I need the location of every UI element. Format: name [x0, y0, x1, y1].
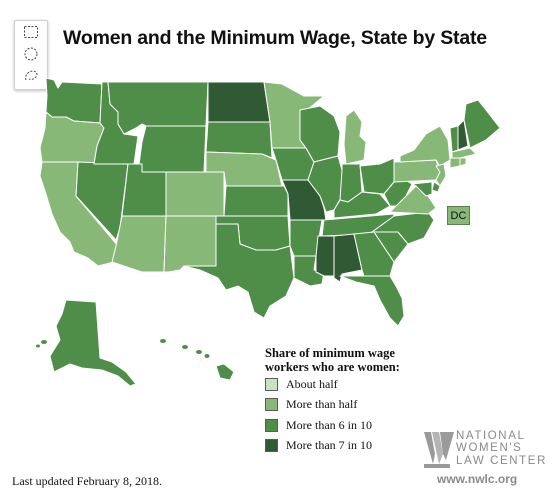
logo-line: WOMEN'S [456, 442, 523, 455]
state-VT[interactable] [449, 125, 459, 153]
state-NC[interactable] [371, 211, 435, 245]
map-legend: Share of minimum wage workers who are wo… [265, 346, 415, 456]
state-MA[interactable] [451, 147, 477, 159]
map-title: Women and the Minimum Wage, State by Sta… [63, 27, 487, 49]
nwlc-url[interactable]: www.nwlc.org [437, 472, 518, 486]
state-AZ[interactable] [111, 215, 167, 273]
logo-line: NATIONAL [456, 430, 526, 442]
hawaii-small-islands [160, 339, 210, 358]
legend-label: More than half [286, 397, 358, 412]
legend-item-about-half: About half [265, 374, 415, 395]
state-ND[interactable] [207, 81, 271, 123]
state-TX[interactable] [183, 223, 295, 319]
state-UT[interactable] [121, 163, 167, 217]
alaska-islands [36, 340, 47, 348]
state-MD[interactable] [411, 181, 433, 197]
state-AK[interactable] [49, 299, 137, 387]
legend-swatch [265, 439, 278, 453]
legend-swatch [265, 418, 278, 432]
legend-item-more-than-7-in-10: More than 7 in 10 [265, 436, 415, 457]
state-KY[interactable] [333, 191, 391, 219]
state-WA[interactable] [45, 77, 103, 124]
nwlc-logo-text: NATIONAL WOMEN'S LAW CENTER [456, 430, 547, 467]
state-CT[interactable] [449, 157, 461, 169]
state-CO[interactable] [165, 171, 225, 217]
state-NY[interactable] [399, 125, 451, 167]
state-MT[interactable] [107, 81, 209, 135]
legend-label: About half [286, 376, 338, 391]
legend-swatch [265, 398, 278, 412]
legend-item-more-than-6-in-10: More than 6 in 10 [265, 415, 415, 436]
last-updated-note: Last updated February 8, 2018. [12, 474, 162, 488]
legend-label: More than 6 in 10 [286, 417, 372, 432]
state-RI[interactable] [459, 157, 467, 167]
selection-toolbar [14, 20, 48, 90]
state-MS[interactable] [315, 235, 335, 277]
state-MI[interactable] [343, 109, 367, 165]
dc-marker[interactable]: DC [447, 206, 470, 225]
state-HI[interactable] [215, 363, 235, 381]
state-PA[interactable] [393, 159, 441, 183]
legend-swatch [265, 377, 278, 391]
state-FL[interactable] [339, 275, 405, 327]
circle-select-icon[interactable] [15, 43, 47, 65]
legend-item-more-than-half: More than half [265, 395, 415, 416]
state-WY[interactable] [137, 125, 207, 173]
state-NM[interactable] [163, 215, 217, 273]
logo-line: LAW CENTER [456, 454, 547, 467]
state-NH[interactable] [457, 119, 469, 151]
state-KS[interactable] [223, 185, 289, 217]
legend-title: Share of minimum wage workers who are wo… [265, 346, 400, 374]
rectangle-select-icon[interactable] [15, 21, 47, 43]
state-ME[interactable] [463, 99, 501, 149]
nwlc-logo-icon [424, 432, 454, 468]
lasso-select-icon[interactable] [15, 65, 47, 87]
legend-label: More than 7 in 10 [286, 438, 372, 453]
state-DE[interactable] [431, 181, 441, 193]
